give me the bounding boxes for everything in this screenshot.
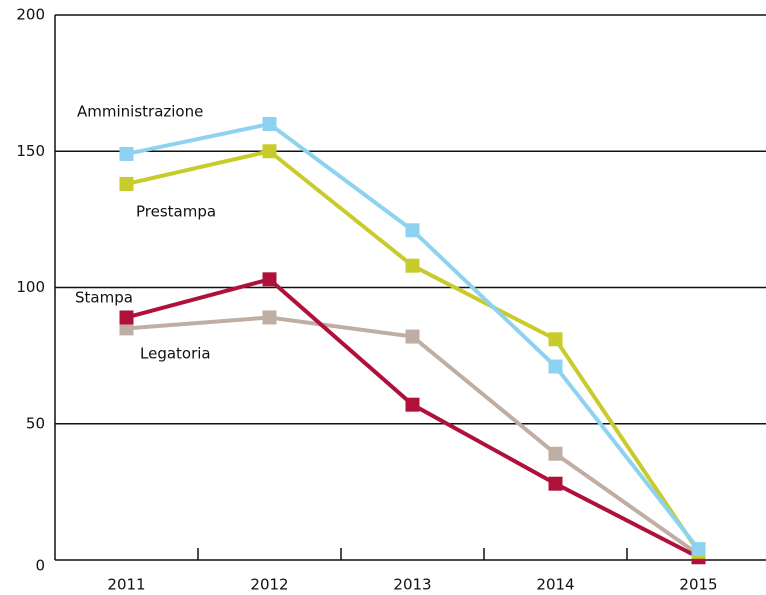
series-label: Stampa bbox=[75, 289, 133, 307]
series-label: Amministrazione bbox=[77, 103, 203, 121]
y-tick-label: 150 bbox=[16, 142, 45, 160]
y-tick-label: 50 bbox=[26, 414, 45, 432]
y-tick-label: 200 bbox=[16, 6, 45, 24]
point-marker bbox=[119, 310, 134, 325]
series-line bbox=[126, 315, 700, 557]
point-marker bbox=[691, 542, 706, 557]
x-tick-label: 2015 bbox=[679, 576, 717, 594]
point-marker bbox=[262, 117, 277, 131]
point-marker bbox=[119, 146, 134, 161]
point-marker bbox=[548, 332, 563, 347]
series-label: Prestampa bbox=[136, 203, 216, 221]
x-tick-label: 2014 bbox=[536, 576, 574, 594]
point-marker bbox=[262, 310, 277, 325]
point-marker bbox=[405, 258, 420, 273]
x-tick-label: 2012 bbox=[250, 576, 288, 594]
point-marker bbox=[548, 446, 563, 461]
point-marker bbox=[119, 321, 134, 336]
point-marker bbox=[548, 359, 563, 374]
point-marker bbox=[405, 223, 420, 238]
point-marker bbox=[548, 476, 563, 491]
point-marker bbox=[405, 329, 420, 344]
point-marker bbox=[119, 176, 134, 191]
point-marker bbox=[405, 397, 420, 412]
x-tick-label: 2011 bbox=[107, 576, 145, 594]
y-tick-label: 0 bbox=[35, 557, 45, 575]
series-label: Legatoria bbox=[140, 345, 211, 363]
point-marker bbox=[262, 272, 277, 287]
y-tick-label: 100 bbox=[16, 278, 45, 296]
point-marker bbox=[262, 144, 277, 159]
x-tick-label: 2013 bbox=[393, 576, 431, 594]
